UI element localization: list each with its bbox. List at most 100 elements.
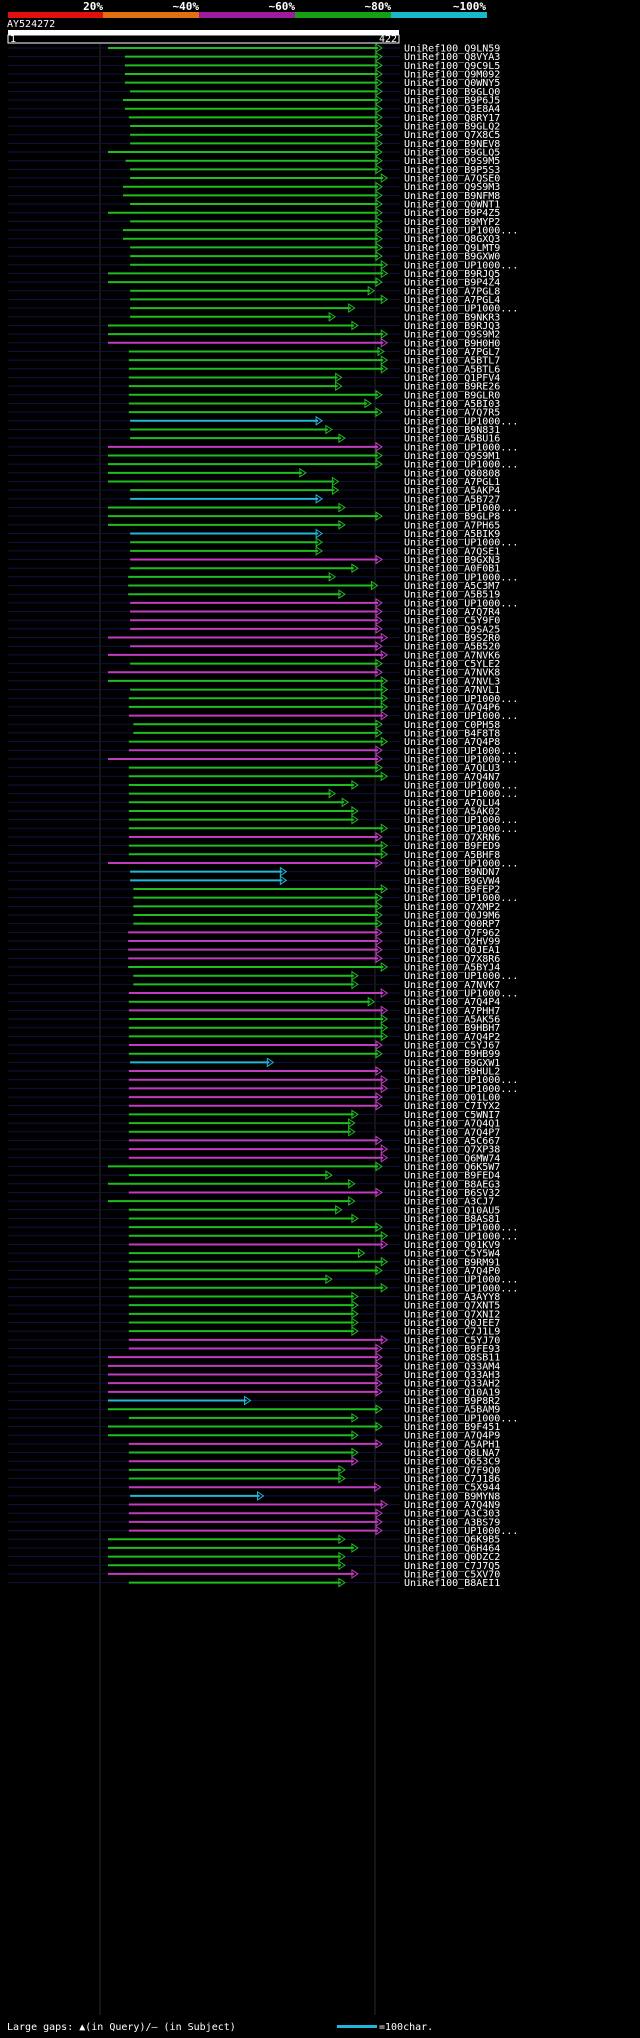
hit-label[interactable]: UniRef100_B9GXW1 [404, 1058, 500, 1069]
hit-label[interactable]: UniRef100_B9GVW4 [404, 876, 500, 887]
hit-label[interactable]: UniRef100_C7J7Q5 [404, 1561, 500, 1572]
hit-label[interactable]: UniRef100_B9GXN3 [404, 555, 500, 566]
hit-label[interactable]: UniRef100_Q9S9M3 [404, 182, 500, 193]
hit-label[interactable]: UniRef100_A7Q7R4 [404, 607, 500, 618]
hit-label[interactable]: UniRef100_Q01KV9 [404, 1240, 500, 1251]
hit-label[interactable]: UniRef100_Q7XMP2 [404, 902, 500, 913]
hit-label[interactable]: UniRef100_A5BU16 [404, 434, 500, 445]
hit-label[interactable]: UniRef100_B9GXW0 [404, 252, 500, 263]
hit-label[interactable]: UniRef100_Q2HV99 [404, 937, 500, 948]
hit-label[interactable]: UniRef100_B9NFM8 [404, 191, 500, 202]
hit-label[interactable]: UniRef100_B9P5S3 [404, 165, 500, 176]
hit-label[interactable]: UniRef100_Q33AH2 [404, 1379, 500, 1390]
hit-label[interactable]: UniRef100_UP1000... [404, 1526, 518, 1537]
hit-label[interactable]: UniRef100_UP1000... [404, 1223, 518, 1234]
hit-label[interactable]: UniRef100_UP1000... [404, 1275, 518, 1286]
hit-label[interactable]: UniRef100_Q7XNT5 [404, 1301, 500, 1312]
hit-label[interactable]: UniRef100_B9GLR0 [404, 390, 500, 401]
hit-label[interactable]: UniRef100_UP1000... [404, 893, 518, 904]
hit-label[interactable]: UniRef100_B9FEP2 [404, 884, 500, 895]
hit-label[interactable]: UniRef100_B8AEG3 [404, 1179, 500, 1190]
hit-label[interactable]: UniRef100_UP1000... [404, 694, 518, 705]
hit-label[interactable]: UniRef100_C5Y9F0 [404, 616, 500, 627]
hit-label[interactable]: UniRef100_A5APH1 [404, 1439, 500, 1450]
hit-label[interactable]: UniRef100_C7J1L9 [404, 1327, 500, 1338]
hit-label[interactable]: UniRef100_B9P6J5 [404, 96, 500, 107]
hit-label[interactable]: UniRef100_A7PGL4 [404, 295, 500, 306]
hit-label[interactable]: UniRef100_A5BHF8 [404, 850, 500, 861]
hit-label[interactable]: UniRef100_UP1000... [404, 754, 518, 765]
hit-label[interactable]: UniRef100_A0F0B1 [404, 564, 500, 575]
hit-label[interactable]: UniRef100_C5YJ70 [404, 1335, 500, 1346]
hit-label[interactable]: UniRef100_Q9LMT9 [404, 243, 500, 254]
hit-label[interactable]: UniRef100_B9FED4 [404, 1171, 500, 1182]
hit-label[interactable]: UniRef100_A7Q4P0 [404, 1266, 500, 1277]
hit-label[interactable]: UniRef100_Q1PFV4 [404, 373, 500, 384]
hit-label[interactable]: UniRef100_B9FED9 [404, 841, 500, 852]
hit-label[interactable]: UniRef100_UP1000... [404, 971, 518, 982]
hit-label[interactable]: UniRef100_Q6MW74 [404, 1153, 500, 1164]
hit-label[interactable]: UniRef100_UP1000... [404, 304, 518, 315]
hit-label[interactable]: UniRef100_Q9SA25 [404, 624, 500, 635]
hit-label[interactable]: UniRef100_A7PGL7 [404, 347, 500, 358]
hit-label[interactable]: UniRef100_Q0WNY5 [404, 78, 500, 89]
hit-label[interactable]: UniRef100_UP1000... [404, 815, 518, 826]
hit-label[interactable]: UniRef100_A7Q4P7 [404, 1127, 500, 1138]
hit-label[interactable]: UniRef100_UP1000... [404, 1413, 518, 1424]
hit-label[interactable]: UniRef100_A5BTL7 [404, 356, 500, 367]
hit-label[interactable]: UniRef100_Q10A19 [404, 1387, 500, 1398]
hit-label[interactable]: UniRef100_UP1000... [404, 598, 518, 609]
hit-label[interactable]: UniRef100_Q0JEA1 [404, 945, 500, 956]
hit-label[interactable]: UniRef100_UP1000... [404, 1084, 518, 1095]
hit-label[interactable]: UniRef100_UP1000... [404, 1231, 518, 1242]
hit-label[interactable]: UniRef100_Q01L00 [404, 1093, 500, 1104]
hit-label[interactable]: UniRef100_C5WNI7 [404, 1110, 500, 1121]
hit-label[interactable]: UniRef100_B9GLQ0 [404, 87, 500, 98]
hit-label[interactable]: UniRef100_A7PHH7 [404, 1006, 500, 1017]
hit-label[interactable]: UniRef100_Q9S9M1 [404, 451, 500, 462]
hit-label[interactable]: UniRef100_Q7XNI2 [404, 1309, 500, 1320]
hit-label[interactable]: UniRef100_A5BTL6 [404, 364, 500, 375]
hit-label[interactable]: UniRef100_Q0WNT1 [404, 200, 500, 211]
hit-label[interactable]: UniRef100_C5Y5W4 [404, 1249, 500, 1260]
hit-label[interactable]: UniRef100_A5BAM9 [404, 1405, 500, 1416]
hit-label[interactable]: UniRef100_A7Q4N7 [404, 772, 500, 783]
hit-label[interactable]: UniRef100_B9P4Z4 [404, 278, 500, 289]
hit-label[interactable]: UniRef100_C5XV70 [404, 1569, 500, 1580]
hit-label[interactable]: UniRef100_A5C667 [404, 1136, 500, 1147]
hit-label[interactable]: UniRef100_UP1000... [404, 789, 518, 800]
hit-label[interactable]: UniRef100_A7Q4P8 [404, 737, 500, 748]
hit-label[interactable]: UniRef100_Q33AM4 [404, 1361, 500, 1372]
hit-label[interactable]: UniRef100_A7QSE0 [404, 174, 500, 185]
hit-label[interactable]: UniRef100_A7PGL1 [404, 477, 500, 488]
hit-label[interactable]: UniRef100_A3CJ7 [404, 1197, 494, 1208]
hit-label[interactable]: UniRef100_B9NKR3 [404, 312, 500, 323]
hit-label[interactable]: UniRef100_A7QLU4 [404, 798, 500, 809]
hit-label[interactable]: UniRef100_Q8GXQ3 [404, 234, 500, 245]
hit-label[interactable]: UniRef100_A5AK56 [404, 1015, 500, 1026]
hit-label[interactable]: UniRef100_A7PH65 [404, 520, 500, 531]
hit-label[interactable]: UniRef100_UP1000... [404, 780, 518, 791]
hit-label[interactable]: UniRef100_A7NVK7 [404, 980, 500, 991]
hit-label[interactable]: UniRef100_A7Q4P4 [404, 997, 500, 1008]
hit-label[interactable]: UniRef100_Q8SB11 [404, 1353, 500, 1364]
hit-label[interactable]: UniRef100_Q3E8A4 [404, 104, 500, 115]
hit-label[interactable]: UniRef100_Q9S9M5 [404, 156, 500, 167]
hit-label[interactable]: UniRef100_B9P8R2 [404, 1396, 500, 1407]
hit-label[interactable]: UniRef100_Q0J9M6 [404, 911, 500, 922]
hit-label[interactable]: UniRef100_B9MYP2 [404, 217, 500, 228]
hit-label[interactable]: UniRef100_A5AK02 [404, 806, 500, 817]
hit-label[interactable]: UniRef100_A5B727 [404, 494, 500, 505]
hit-label[interactable]: UniRef100_B9P4Z5 [404, 208, 500, 219]
hit-label[interactable]: UniRef100_Q653C9 [404, 1457, 500, 1468]
hit-label[interactable]: UniRef100_A7Q4P2 [404, 1032, 500, 1043]
hit-label[interactable]: UniRef100_O80808 [404, 468, 500, 479]
hit-label[interactable]: UniRef100_A5B520 [404, 642, 500, 653]
hit-label[interactable]: UniRef100_UP1000... [404, 226, 518, 237]
hit-label[interactable]: UniRef100_UP1000... [404, 1283, 518, 1294]
hit-label[interactable]: UniRef100_Q6K5W7 [404, 1162, 500, 1173]
hit-label[interactable]: UniRef100_Q00RP7 [404, 919, 500, 930]
hit-label[interactable]: UniRef100_A5C3M7 [404, 581, 500, 592]
hit-label[interactable]: UniRef100_Q33AH3 [404, 1370, 500, 1381]
hit-label[interactable]: UniRef100_B9GLQ2 [404, 122, 500, 133]
